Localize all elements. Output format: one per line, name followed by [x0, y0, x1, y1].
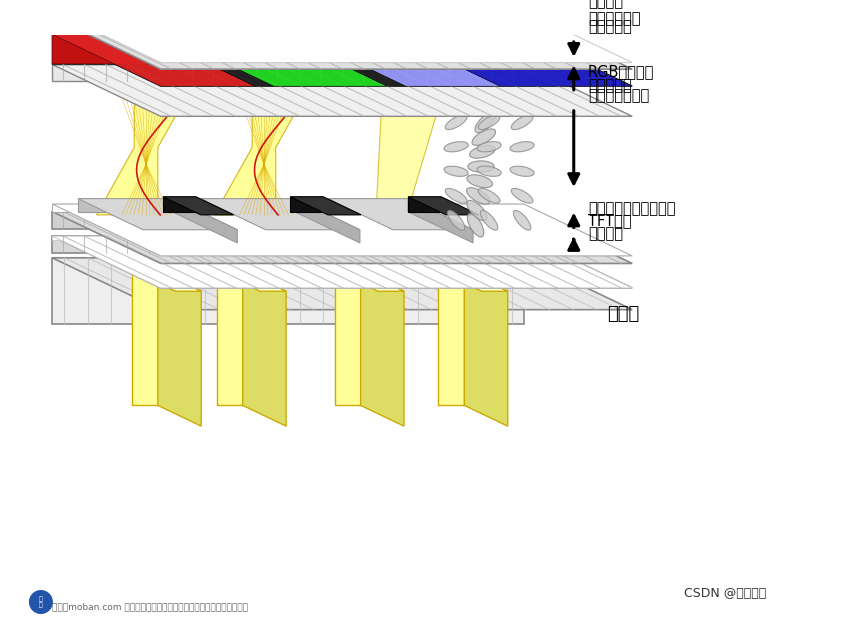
- Text: TFT基板: TFT基板: [588, 214, 632, 228]
- Polygon shape: [52, 11, 524, 17]
- Polygon shape: [408, 197, 441, 212]
- Polygon shape: [52, 236, 524, 240]
- Polygon shape: [52, 204, 524, 212]
- Polygon shape: [146, 34, 166, 64]
- Text: 上偏光片: 上偏光片: [588, 0, 623, 9]
- Polygon shape: [438, 271, 464, 405]
- Polygon shape: [298, 34, 392, 64]
- Ellipse shape: [467, 175, 493, 188]
- Polygon shape: [52, 236, 524, 253]
- Ellipse shape: [514, 210, 531, 230]
- Ellipse shape: [511, 188, 533, 203]
- Polygon shape: [278, 34, 298, 64]
- Text: 聚成像素颜色: 聚成像素颜色: [588, 11, 640, 26]
- Polygon shape: [52, 212, 524, 228]
- Ellipse shape: [447, 210, 465, 230]
- Polygon shape: [166, 34, 278, 64]
- Polygon shape: [163, 197, 234, 215]
- Polygon shape: [376, 90, 443, 215]
- Ellipse shape: [468, 161, 495, 172]
- Polygon shape: [225, 0, 324, 17]
- Polygon shape: [361, 271, 404, 426]
- Polygon shape: [52, 204, 632, 256]
- Polygon shape: [52, 258, 524, 324]
- Ellipse shape: [510, 142, 534, 152]
- Polygon shape: [243, 271, 286, 426]
- Polygon shape: [408, 197, 479, 215]
- Polygon shape: [52, 34, 524, 64]
- Polygon shape: [52, 17, 524, 34]
- Polygon shape: [52, 258, 632, 310]
- Polygon shape: [52, 34, 255, 86]
- Ellipse shape: [472, 129, 495, 145]
- Polygon shape: [392, 34, 524, 64]
- Ellipse shape: [479, 115, 500, 129]
- Polygon shape: [172, 199, 237, 243]
- Polygon shape: [166, 34, 387, 86]
- Polygon shape: [290, 197, 361, 215]
- Polygon shape: [97, 80, 196, 215]
- Text: （介质）液晶层: （介质）液晶层: [588, 88, 649, 103]
- Polygon shape: [146, 34, 274, 86]
- Polygon shape: [52, 17, 632, 69]
- Polygon shape: [200, 199, 295, 212]
- Polygon shape: [298, 34, 500, 86]
- Polygon shape: [217, 271, 243, 405]
- Text: RGB三基色，: RGB三基色，: [588, 64, 654, 79]
- Polygon shape: [163, 197, 196, 212]
- Polygon shape: [392, 34, 632, 86]
- Polygon shape: [335, 271, 404, 292]
- Polygon shape: [102, 0, 201, 24]
- Polygon shape: [295, 199, 360, 243]
- Polygon shape: [132, 271, 201, 292]
- Ellipse shape: [510, 166, 534, 176]
- Polygon shape: [52, 212, 632, 264]
- Polygon shape: [335, 271, 361, 405]
- Polygon shape: [328, 199, 473, 230]
- Ellipse shape: [444, 166, 468, 176]
- Polygon shape: [200, 199, 360, 230]
- Ellipse shape: [468, 214, 484, 237]
- Ellipse shape: [477, 142, 501, 152]
- Ellipse shape: [477, 166, 501, 176]
- Circle shape: [29, 591, 52, 613]
- Text: CSDN @就是你吖: CSDN @就是你吖: [684, 587, 766, 600]
- Text: 素材网moban.com 网络图片仅供展示，非存储，如有版权请联系删除。: 素材网moban.com 网络图片仅供展示，非存储，如有版权请联系删除。: [52, 602, 248, 612]
- Ellipse shape: [479, 188, 500, 203]
- Text: 背光源: 背光源: [606, 305, 639, 323]
- Ellipse shape: [480, 210, 498, 230]
- Ellipse shape: [469, 145, 495, 158]
- Text: 下偏光片: 下偏光片: [588, 226, 623, 241]
- Ellipse shape: [445, 188, 467, 203]
- Ellipse shape: [511, 115, 533, 129]
- Polygon shape: [438, 271, 508, 292]
- Polygon shape: [464, 271, 508, 426]
- Polygon shape: [52, 34, 632, 86]
- Ellipse shape: [467, 201, 487, 221]
- Polygon shape: [328, 199, 408, 212]
- Text: 彩色滤光片: 彩色滤光片: [588, 19, 632, 34]
- Polygon shape: [132, 271, 158, 405]
- Polygon shape: [52, 11, 632, 63]
- Text: 三个独立点: 三个独立点: [588, 78, 632, 93]
- Polygon shape: [408, 199, 473, 243]
- Ellipse shape: [445, 115, 467, 129]
- Text: 薄膜晶体管驱动像素点: 薄膜晶体管驱动像素点: [588, 201, 675, 216]
- Polygon shape: [290, 197, 323, 212]
- Ellipse shape: [475, 112, 495, 132]
- Polygon shape: [78, 199, 172, 212]
- Ellipse shape: [467, 188, 490, 204]
- Polygon shape: [52, 34, 146, 64]
- Polygon shape: [52, 64, 632, 116]
- Polygon shape: [52, 64, 524, 82]
- Polygon shape: [214, 80, 314, 215]
- Text: 新
电: 新 电: [39, 596, 43, 608]
- Polygon shape: [52, 236, 632, 288]
- Polygon shape: [78, 199, 237, 230]
- Polygon shape: [158, 271, 201, 426]
- Ellipse shape: [444, 142, 468, 152]
- Polygon shape: [278, 34, 406, 86]
- Polygon shape: [52, 236, 632, 288]
- Polygon shape: [217, 271, 286, 292]
